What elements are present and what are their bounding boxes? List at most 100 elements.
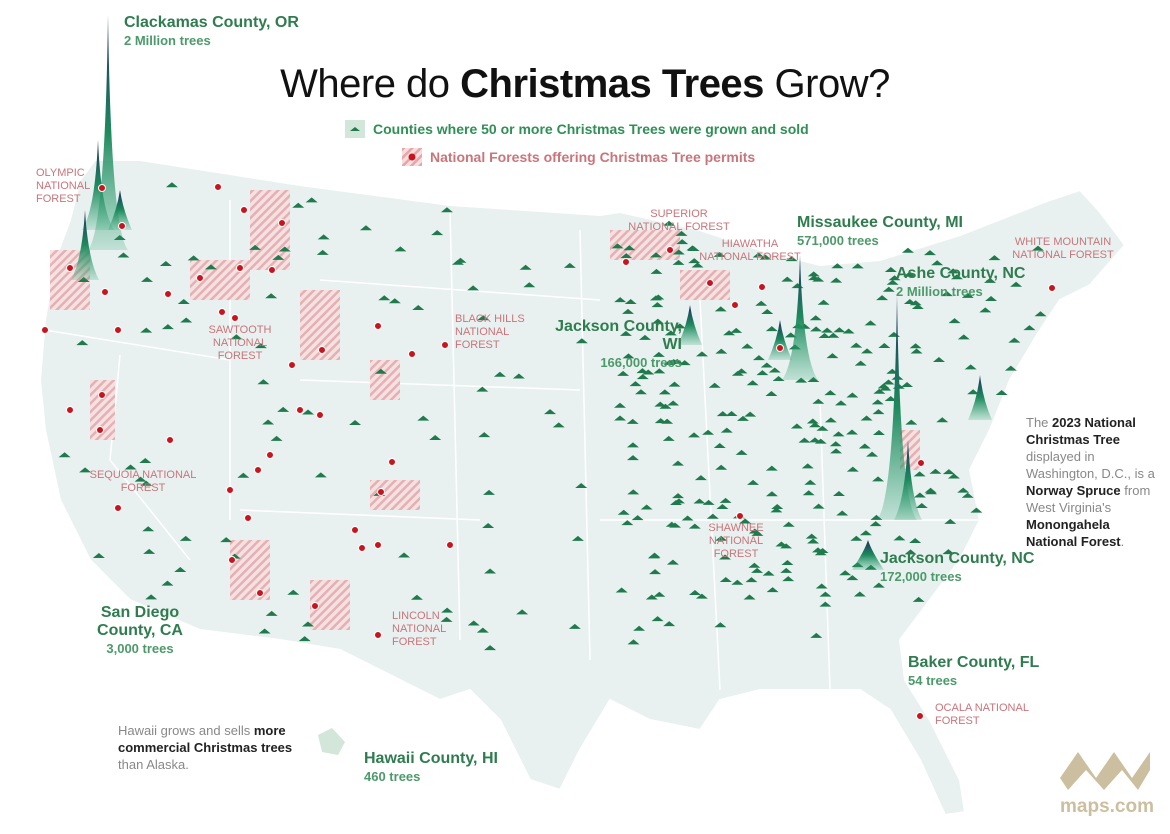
tree-marker: [1023, 325, 1036, 331]
tree-marker: [866, 451, 879, 457]
tree-marker: [901, 381, 914, 387]
tree-marker: [988, 255, 1001, 261]
tree-marker: [864, 320, 877, 326]
tree-marker: [904, 549, 917, 555]
tree-marker: [713, 251, 726, 257]
county-label-hawaii: Hawaii County, HI 460 trees: [364, 750, 498, 784]
national-forest-marker: [118, 222, 126, 230]
forest-label-black-hills: Black Hills National Forest: [455, 313, 525, 351]
national-forest-marker: [377, 488, 385, 496]
national-forest-marker: [731, 301, 739, 309]
state-borders: [44, 200, 980, 691]
tree-marker: [159, 261, 172, 267]
national-forest-area: [610, 230, 680, 260]
tree-marker: [846, 429, 859, 435]
tree-marker: [872, 429, 885, 435]
tree-marker: [780, 543, 793, 549]
tree-marker: [713, 442, 726, 448]
tree-marker: [706, 513, 719, 519]
tree-marker: [512, 373, 525, 379]
tree-marker: [759, 254, 772, 260]
tree-marker: [620, 253, 633, 259]
tree-marker: [869, 521, 882, 527]
tree-marker: [884, 396, 897, 402]
tree-marker: [265, 293, 278, 299]
national-forest-marker: [254, 466, 262, 474]
tree-marker: [719, 554, 732, 560]
national-forest-marker: [374, 541, 382, 549]
production-spike: [678, 305, 702, 345]
tree-marker: [760, 362, 773, 368]
tree-marker: [830, 277, 843, 283]
tree-marker: [719, 497, 732, 503]
tree-marker: [671, 358, 684, 364]
national-forest-marker: [96, 426, 104, 434]
tree-marker: [834, 400, 847, 406]
tree-marker: [809, 315, 822, 321]
tree-marker: [663, 621, 676, 627]
page-title: Where do Christmas Trees Grow?: [280, 62, 890, 106]
tree-marker: [523, 282, 536, 288]
tree-marker: [984, 277, 997, 283]
tree-marker: [872, 476, 885, 482]
tree-marker: [668, 381, 681, 387]
tree-marker: [903, 271, 916, 277]
tree-marker: [815, 583, 828, 589]
national-forest-marker: [236, 264, 244, 272]
tree-marker: [723, 330, 736, 336]
tree-marker: [519, 264, 532, 270]
tree-marker: [912, 596, 925, 602]
tree-marker: [805, 533, 818, 539]
tree-marker: [812, 503, 825, 509]
tree-marker: [647, 553, 660, 559]
forest-label-hiawatha: Hiawatha National Forest: [699, 238, 801, 263]
national-forest-marker: [408, 350, 416, 358]
tree-marker: [161, 580, 174, 586]
national-forest-marker: [98, 391, 106, 399]
tree-marker: [808, 437, 821, 443]
tree-marker: [819, 601, 832, 607]
national-forest-marker: [256, 589, 264, 597]
tree-marker: [745, 577, 758, 583]
production-spike: [782, 255, 818, 380]
forest-label-white-mountain: White Mountain National Forest: [1012, 236, 1114, 261]
tree-marker: [629, 381, 642, 387]
hawaii-note: Hawaii grows and sells more commercial C…: [118, 723, 293, 772]
tree-marker: [836, 510, 849, 516]
tree-marker: [782, 576, 795, 582]
production-spike: [82, 140, 114, 230]
tree-marker: [664, 330, 677, 336]
tree-marker: [79, 467, 92, 473]
national-forest-marker: [114, 326, 122, 334]
tree-marker: [882, 379, 895, 385]
national-forest-marker: [114, 504, 122, 512]
national-forest-marker: [666, 246, 674, 254]
tree-marker: [544, 409, 557, 415]
tree-marker: [649, 569, 662, 575]
county-label-missaukee: Missaukee County, MI 571,000 trees: [797, 214, 963, 248]
tree-marker: [262, 419, 275, 425]
tree-marker: [614, 415, 627, 421]
tree-marker: [688, 523, 701, 529]
tree-marker: [830, 448, 843, 454]
tree-marker: [888, 275, 901, 281]
tree-marker: [702, 429, 715, 435]
tree-marker: [633, 625, 646, 631]
tree-marker: [204, 264, 217, 270]
tree-marker: [410, 594, 423, 600]
tree-marker: [781, 559, 794, 565]
tree-marker: [92, 552, 105, 558]
tree-marker: [810, 326, 823, 332]
tree-marker: [929, 468, 942, 474]
tree-marker: [715, 464, 728, 470]
production-spikes: [71, 15, 992, 570]
county-label-baker: Baker County, FL 54 trees: [908, 654, 1040, 688]
national-forest-marker: [311, 602, 319, 610]
tree-marker: [688, 258, 701, 264]
tree-marker: [806, 418, 819, 424]
tree-marker: [923, 250, 936, 256]
tree-marker: [807, 538, 820, 544]
tree-marker: [833, 327, 846, 333]
tree-marker: [772, 375, 785, 381]
national-forest-marker: [318, 346, 326, 354]
